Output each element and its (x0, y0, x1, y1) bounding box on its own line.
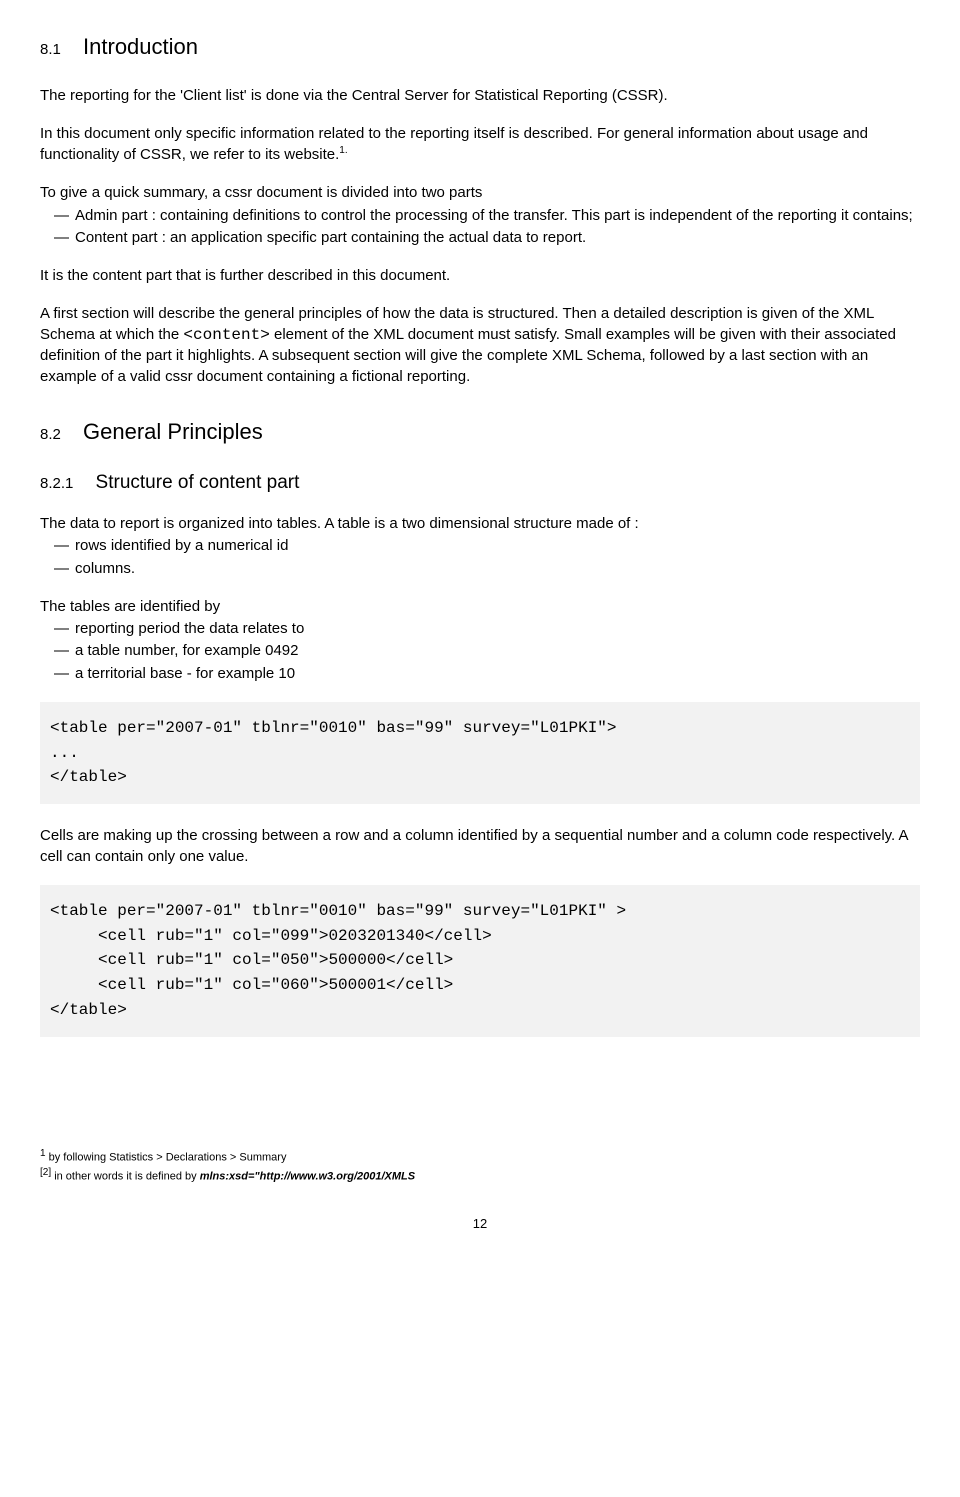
list-item: rows identified by a numerical id (40, 536, 920, 556)
footnote-ref: 1 (40, 1148, 46, 1159)
list-item: reporting period the data relates to (40, 619, 920, 639)
heading-num: 8.2 (40, 426, 61, 443)
intro-p1: The reporting for the 'Client list' is d… (40, 86, 920, 106)
intro-p4: It is the content part that is further d… (40, 266, 920, 286)
heading-num: 8.1 (40, 41, 61, 58)
intro-p2-text: In this document only specific informati… (40, 125, 868, 163)
footnote-text-a: in other words it is defined by (54, 1170, 200, 1182)
footnote-text-b: mlns:xsd="http://www.w3.org/2001/XMLS (200, 1170, 415, 1182)
footnote-ref-1: 1. (339, 145, 347, 156)
heading-num: 8.2.1 (40, 475, 73, 492)
intro-p2: In this document only specific informati… (40, 124, 920, 166)
structure-list-1: rows identified by a numerical id column… (40, 536, 920, 579)
structure-list-2: reporting period the data relates to a t… (40, 619, 920, 684)
structure-p2: The tables are identified by (40, 597, 920, 617)
intro-list: Admin part : containing definitions to c… (40, 206, 920, 249)
heading-8-2: 8.2 General Principles (40, 417, 920, 447)
structure-p3: Cells are making up the crossing between… (40, 826, 920, 867)
heading-title: Structure of content part (96, 472, 300, 493)
list-item: columns. (40, 559, 920, 579)
code-block-table-cells: <table per="2007-01" tblnr="0010" bas="9… (40, 885, 920, 1037)
heading-title: General Principles (83, 419, 263, 444)
footnote-ref: [2] (40, 1167, 51, 1178)
heading-8-2-1: 8.2.1 Structure of content part (40, 470, 920, 496)
heading-title: Introduction (83, 34, 198, 59)
list-item: Admin part : containing definitions to c… (40, 206, 920, 226)
list-item: a table number, for example 0492 (40, 641, 920, 661)
structure-p1: The data to report is organized into tab… (40, 514, 920, 534)
heading-8-1: 8.1 Introduction (40, 32, 920, 62)
list-item: a territorial base - for example 10 (40, 664, 920, 684)
intro-p3: To give a quick summary, a cssr document… (40, 183, 920, 203)
footnote-2: [2] in other words it is defined by mlns… (40, 1166, 920, 1185)
code-block-table-empty: <table per="2007-01" tblnr="0010" bas="9… (40, 702, 920, 804)
footnotes: 1 by following Statistics > Declarations… (40, 1147, 920, 1185)
page-number: 12 (40, 1215, 920, 1233)
footnote-1: 1 by following Statistics > Declarations… (40, 1147, 920, 1166)
list-item: Content part : an application specific p… (40, 228, 920, 248)
p5-code: <content> (183, 326, 269, 344)
footnote-text: by following Statistics > Declarations >… (49, 1151, 287, 1163)
intro-p5: A first section will describe the genera… (40, 304, 920, 386)
